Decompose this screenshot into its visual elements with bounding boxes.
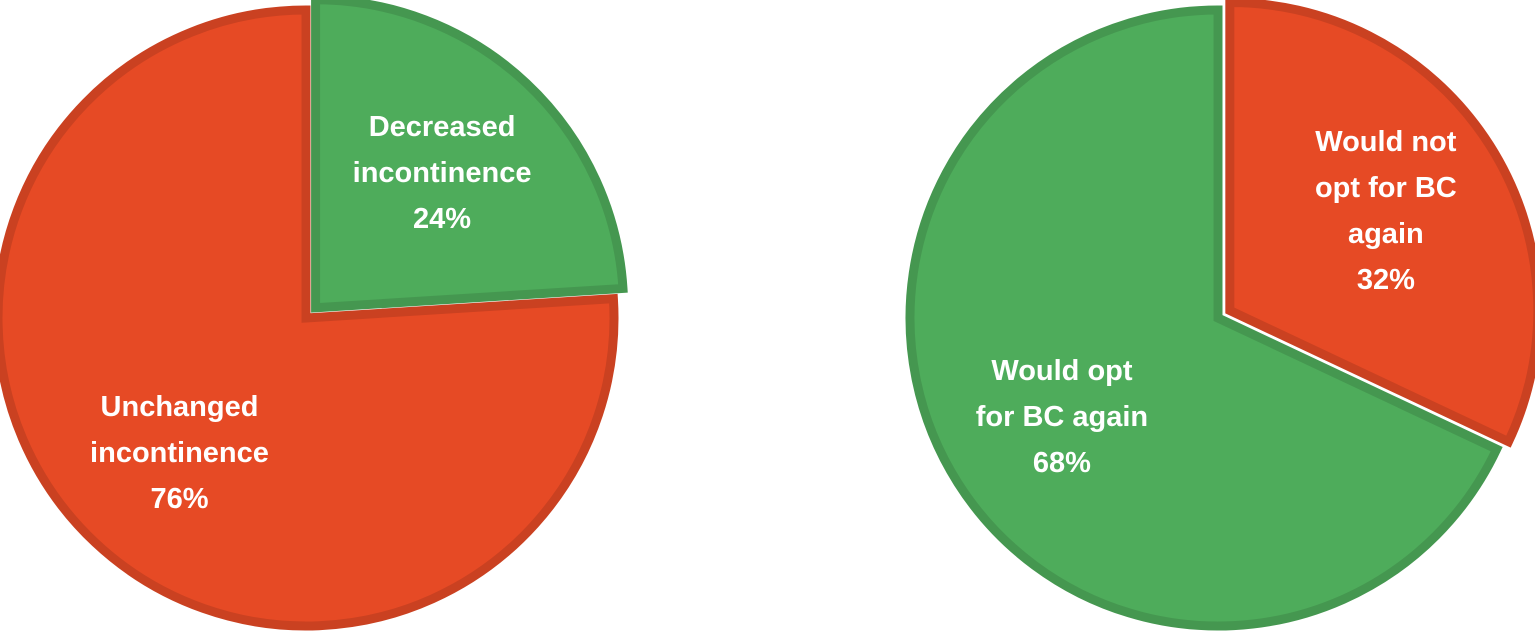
slice-label: Decreased incontinence 24% [342, 104, 542, 242]
category-label: Would opt for BC again [975, 355, 1149, 434]
pie-slice [311, 0, 628, 313]
slice-label: Would opt for BC again 68% [969, 348, 1154, 486]
category-label: Unchanged incontinence [90, 390, 269, 469]
slice-label: Would not opt for BC again 32% [1301, 119, 1471, 303]
category-label: Decreased incontinence [352, 111, 532, 190]
slice-label: Unchanged incontinence 76% [79, 384, 279, 522]
value-label: 24% [413, 203, 472, 236]
value-label: 32% [1356, 264, 1415, 297]
pie-slice [905, 5, 1503, 631]
pie-slice [0, 5, 619, 631]
pie-slice [1225, 0, 1535, 448]
value-label: 68% [1032, 447, 1091, 480]
value-label: 76% [150, 482, 209, 515]
category-label: Would not opt for BC again [1314, 126, 1457, 251]
